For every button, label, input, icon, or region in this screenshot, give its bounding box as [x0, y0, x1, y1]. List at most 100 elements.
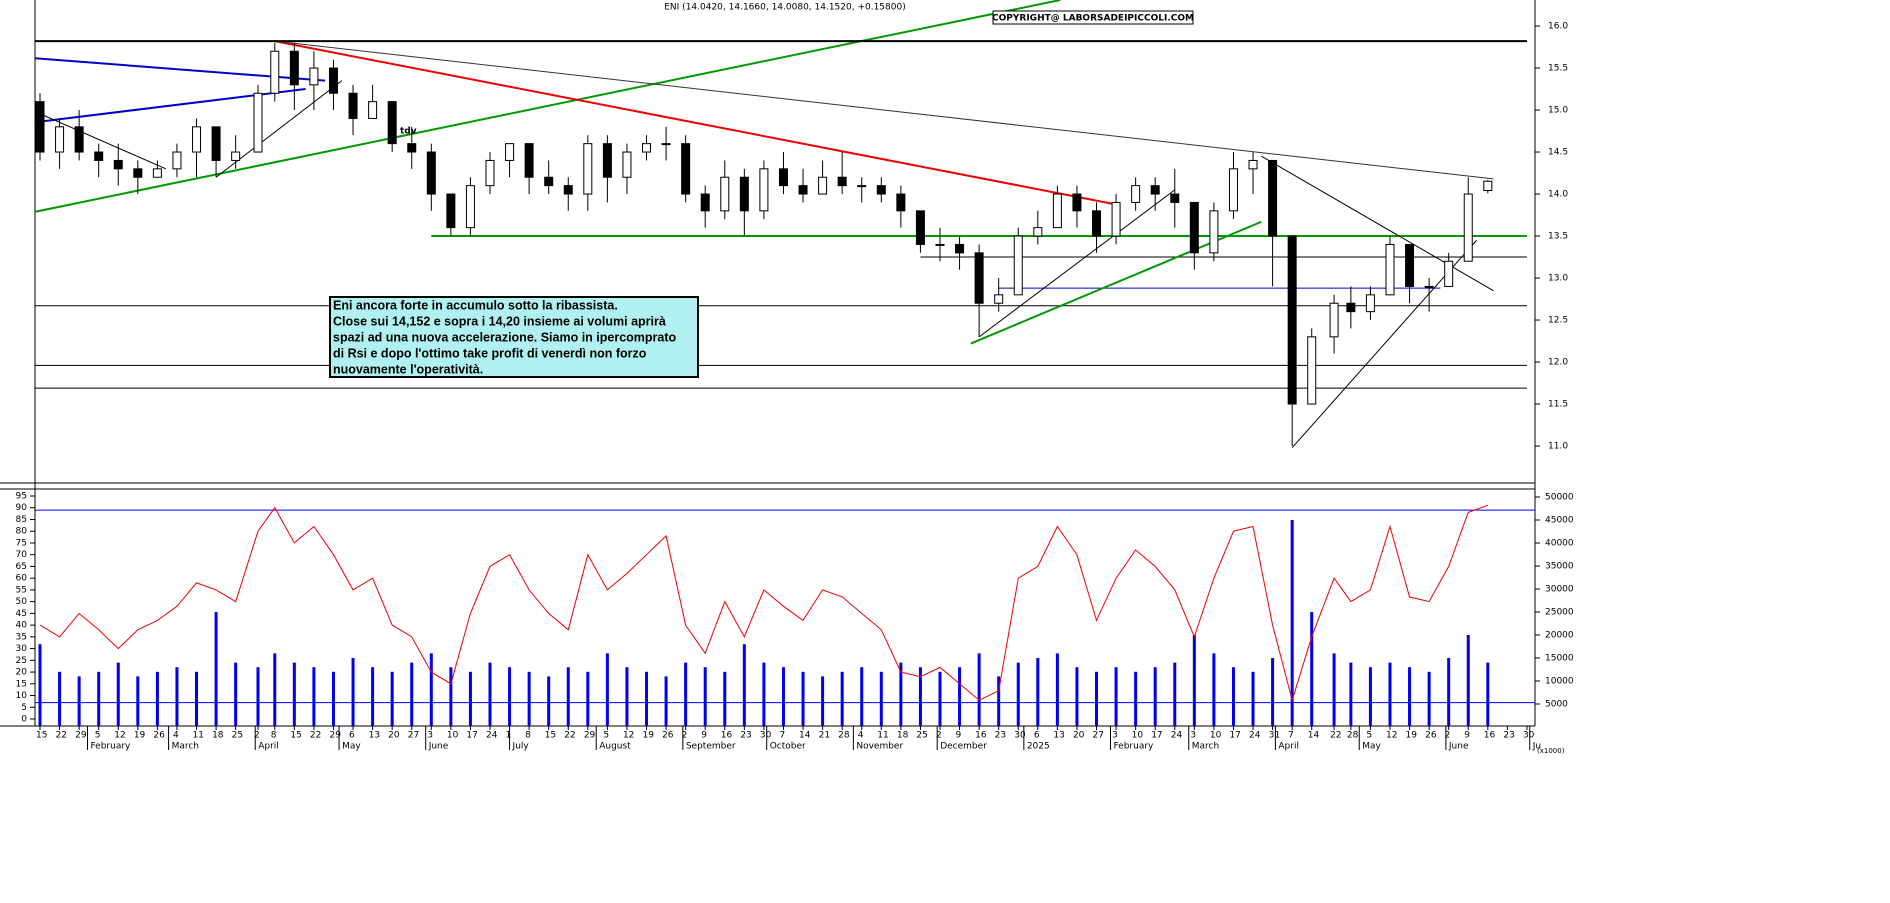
y-tick-label: 13.5: [1548, 232, 1568, 242]
month-label: June: [428, 742, 449, 752]
x-tick-label: 14: [1308, 731, 1320, 741]
rsi-tick-label: 80: [16, 527, 28, 537]
x-tick-label: 19: [643, 731, 655, 741]
candle-body: [955, 243, 965, 254]
trend-line: [215, 80, 343, 178]
candle-body: [192, 126, 202, 153]
volume-bar: [938, 671, 942, 726]
x-tick-label: 25: [916, 731, 927, 741]
y-tick-label: 15.5: [1548, 64, 1568, 74]
volume-bar: [997, 676, 1001, 726]
volume-bar: [1173, 662, 1177, 726]
rsi-tick-label: 40: [16, 621, 28, 631]
volume-bar: [508, 667, 512, 726]
x-tick-label: 7: [779, 731, 785, 741]
month-label: March: [172, 742, 199, 752]
volume-bar: [77, 676, 81, 726]
y-tick-label: 15.0: [1548, 106, 1568, 116]
rsi-tick-label: 0: [21, 715, 27, 725]
candle-body: [602, 143, 612, 178]
candle-body: [1072, 193, 1082, 212]
chart-title: ENI (14.0420, 14.1660, 14.0080, 14.1520,…: [664, 3, 905, 13]
trend-line: [1261, 155, 1494, 292]
month-label: 2025: [1027, 742, 1050, 752]
candle-body: [876, 185, 886, 195]
volume-bar: [1016, 662, 1020, 726]
x-tick-label: 28: [1347, 731, 1359, 741]
candle-body: [465, 185, 475, 229]
volume-bar: [155, 671, 159, 726]
y-tick-label: 12.5: [1548, 316, 1568, 326]
rsi-tick-label: 10: [16, 691, 28, 701]
candle-body: [1287, 235, 1297, 405]
volume-tick-label: 5000: [1545, 700, 1568, 710]
volume-bar: [1447, 658, 1451, 726]
axes: 11.0 11.5 12.0 12.5 13.0 13.5 14.0 14.5 15.0 15.5…: [16, 22, 1574, 755]
rsi-tick-label: 65: [16, 562, 27, 572]
volume-unit: (x1000): [1537, 747, 1565, 755]
volume-bar: [684, 662, 688, 726]
volume-tick-label: 15000: [1545, 654, 1574, 664]
volume-bar: [1466, 635, 1470, 726]
x-tick-label: 16: [1484, 731, 1496, 741]
volume-bar: [1095, 671, 1099, 726]
x-tick-label: 15: [290, 731, 301, 741]
candle-body: [505, 143, 515, 161]
candle-body: [935, 243, 945, 246]
month-label: February: [1113, 742, 1154, 752]
volume-bar: [1212, 653, 1216, 726]
rsi-tick-label: 95: [16, 492, 27, 502]
month-label: October: [770, 742, 806, 752]
x-tick-label: 22: [310, 731, 321, 741]
x-tick-label: 14: [799, 731, 811, 741]
x-tick-label: 24: [1171, 731, 1183, 741]
candle-body: [55, 126, 65, 153]
x-tick-label: 31: [1269, 731, 1280, 741]
volume-bar: [1134, 671, 1138, 726]
x-tick-label: 29: [584, 731, 596, 741]
rsi-tick-label: 25: [16, 656, 27, 666]
candle-body: [1268, 159, 1278, 237]
watermark-box: [992, 10, 1194, 25]
x-tick-label: 28: [838, 731, 850, 741]
volume-tick-label: 50000: [1545, 493, 1574, 503]
candle-body: [915, 210, 925, 245]
volume-bar: [429, 653, 433, 726]
volume-bar: [605, 653, 609, 726]
annotation-line: Close sui 14,152 e sopra i 14,20 insieme…: [333, 314, 666, 328]
x-tick-label: 12: [623, 731, 634, 741]
x-tick-label: 30: [760, 731, 772, 741]
trend-line: [35, 0, 1061, 213]
x-tick-label: 22: [564, 731, 575, 741]
x-tick-label: 26: [153, 731, 165, 741]
month-label: February: [91, 742, 132, 752]
volume-bar: [234, 662, 238, 726]
x-tick-label: 18: [212, 731, 224, 741]
volume-tick-label: 20000: [1545, 631, 1574, 641]
annotation-box: [329, 296, 699, 378]
x-tick-label: 22: [56, 731, 67, 741]
trend-line: [978, 189, 1176, 338]
volume-bar: [1427, 671, 1431, 726]
x-tick-label: 13: [369, 731, 380, 741]
volume-bar: [195, 671, 199, 726]
annotation-line: spazi ad una nuova accelerazione. Siamo …: [333, 330, 677, 344]
volume-bar: [527, 671, 531, 726]
trend-line: [274, 40, 1120, 206]
volume-tick-label: 10000: [1545, 677, 1574, 687]
annotation-line: di Rsi e dopo l'ottimo take profit di ve…: [333, 346, 647, 360]
annotation-line: Eni ancora forte in accumulo sotto la ri…: [333, 298, 618, 312]
rsi-tick-label: 30: [16, 644, 28, 654]
candle-body: [1385, 243, 1395, 296]
month-label: Ju: [1532, 742, 1541, 752]
volume-bar: [547, 676, 551, 726]
rsi-tick-label: 90: [16, 503, 28, 513]
trend-line: [274, 40, 1494, 180]
volume-bar: [781, 667, 785, 726]
candle-body: [1209, 210, 1219, 254]
candle-body: [368, 101, 378, 119]
volume-bar: [390, 671, 394, 726]
volume-bar: [1271, 658, 1275, 726]
x-tick-label: 2: [254, 731, 260, 741]
rsi-tick-label: 70: [16, 550, 28, 560]
